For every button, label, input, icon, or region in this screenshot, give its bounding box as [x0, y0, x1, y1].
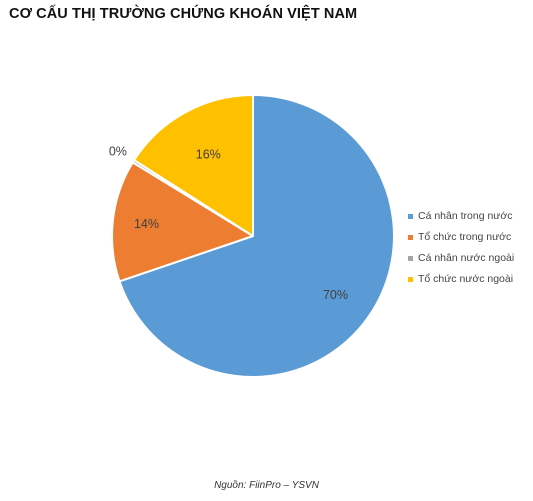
legend-swatch	[408, 214, 413, 219]
pie-chart: 70% 14% 0% 16%	[109, 94, 395, 378]
legend-item-ca-nhan-trong-nuoc: Cá nhân trong nước	[408, 209, 514, 230]
legend-swatch	[408, 277, 413, 282]
legend-swatch	[408, 235, 413, 240]
legend-label: Tổ chức nước ngoài	[418, 273, 514, 285]
pie-data-label-3: 16%	[196, 147, 221, 161]
pie-slice-1	[111, 161, 254, 283]
legend-label: Cá nhân trong nước	[418, 210, 513, 222]
pie-slice-0	[118, 94, 395, 378]
pie-data-label-2: 0%	[109, 145, 127, 159]
legend-swatch	[408, 256, 413, 261]
pie-data-label-1: 14%	[134, 217, 159, 231]
pie-slice-3	[133, 94, 254, 237]
legend-label: Cá nhân nước ngoài	[418, 252, 515, 264]
legend-item-to-chuc-nuoc-ngoai: Tổ chức nước ngoài	[408, 272, 514, 293]
legend-label: Tổ chức trong nước	[418, 231, 512, 243]
source-note: Nguồn: FiinPro – YSVN	[214, 480, 319, 491]
chart-title: CƠ CẤU THỊ TRƯỜNG CHỨNG KHOÁN VIỆT NAM	[9, 6, 358, 22]
pie-data-label-0: 70%	[323, 288, 348, 302]
legend-item-to-chuc-trong-nuoc: Tổ chức trong nước	[408, 230, 514, 251]
chart-legend: Cá nhân trong nước Tổ chức trong nước Cá…	[408, 209, 514, 293]
legend-item-ca-nhan-nuoc-ngoai: Cá nhân nước ngoài	[408, 251, 514, 272]
